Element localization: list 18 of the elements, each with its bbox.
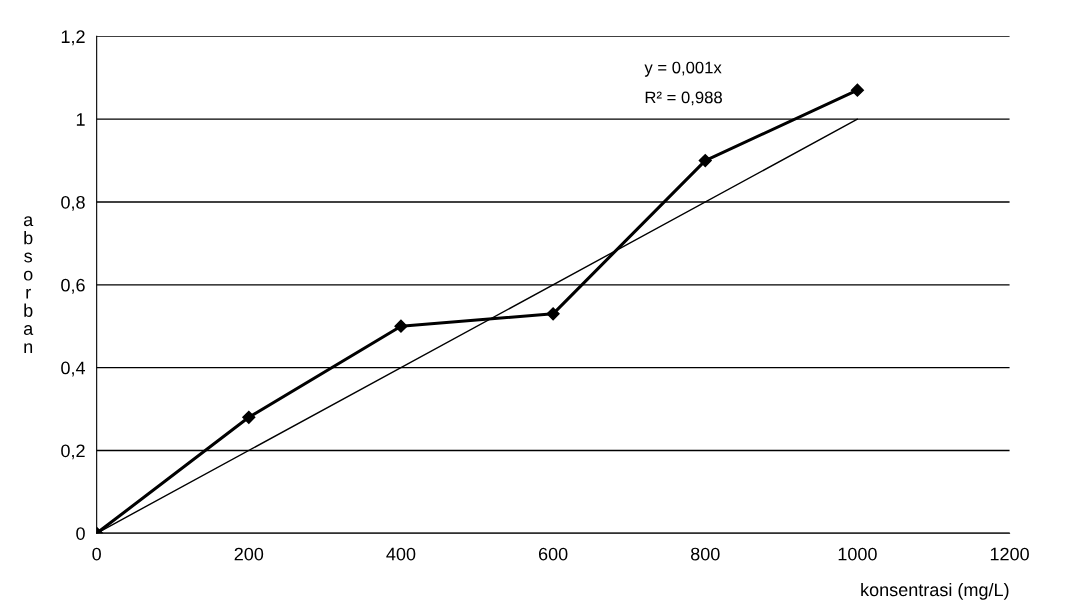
y-tick-label: 0,2 bbox=[61, 444, 85, 460]
x-tick-label: 200 bbox=[234, 547, 264, 561]
x-tick-label: 800 bbox=[690, 547, 720, 561]
x-tick-label: 0 bbox=[92, 547, 101, 561]
y-tick-label: 1 bbox=[76, 113, 85, 126]
y-tick-label: 1,2 bbox=[61, 30, 85, 46]
annotation: y = 0,001x bbox=[644, 61, 722, 77]
x-tick-label: 400 bbox=[386, 547, 416, 561]
y-axis-title: absorban bbox=[23, 216, 34, 353]
x-tick-label: 1000 bbox=[838, 547, 877, 561]
y-tick-label: 0,4 bbox=[61, 361, 86, 377]
x-tick-label: 1200 bbox=[990, 547, 1029, 561]
annotation: R² = 0,988 bbox=[645, 91, 722, 106]
x-axis-title: konsentrasi (mg/L) bbox=[861, 582, 1009, 600]
x-tick-label: 600 bbox=[538, 547, 568, 561]
y-tick-label: 0 bbox=[76, 527, 85, 540]
y-tick-label: 0,8 bbox=[61, 195, 85, 211]
y-tick-label: 0,6 bbox=[61, 278, 85, 294]
